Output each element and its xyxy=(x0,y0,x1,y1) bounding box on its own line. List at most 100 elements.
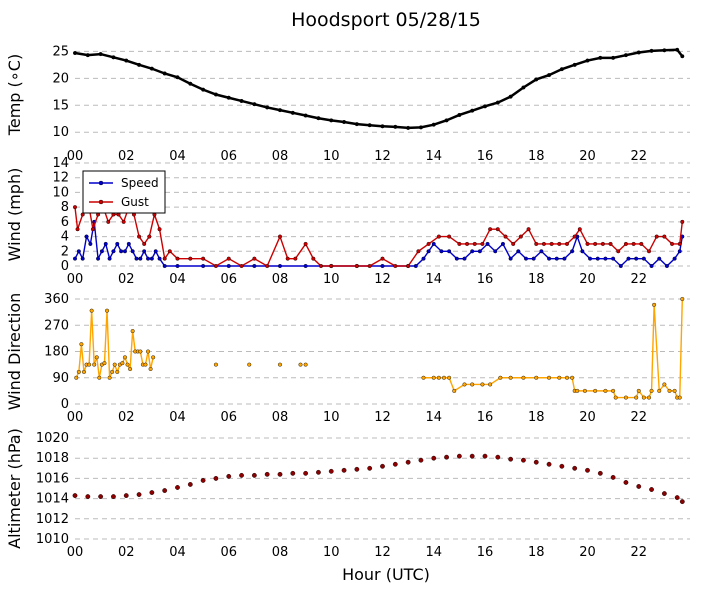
x-tick-label: 04 xyxy=(169,545,186,560)
data-point xyxy=(518,234,523,239)
data-point xyxy=(111,494,116,499)
y-tick-label: 360 xyxy=(44,292,69,307)
data-point xyxy=(444,118,449,123)
x-tick-label: 20 xyxy=(579,545,596,560)
data-point xyxy=(341,467,347,473)
y-tick-label: 270 xyxy=(44,318,69,333)
data-point xyxy=(570,249,575,254)
data-point xyxy=(595,256,600,261)
data-point xyxy=(175,264,180,269)
data-point xyxy=(303,113,308,118)
data-point xyxy=(677,241,682,246)
data-point xyxy=(557,375,562,380)
y-tick-label: 90 xyxy=(52,371,69,386)
series-0 xyxy=(72,47,685,130)
data-point xyxy=(611,55,616,60)
data-point xyxy=(201,87,206,92)
data-point xyxy=(380,264,385,269)
data-point xyxy=(85,53,90,58)
y-tick-label: 0 xyxy=(61,259,69,274)
data-point xyxy=(188,256,193,261)
x-tick-label: 16 xyxy=(477,149,494,164)
data-point xyxy=(485,241,490,246)
data-point xyxy=(98,494,104,499)
y-tick-label: 1016 xyxy=(36,471,69,486)
data-point xyxy=(134,256,139,261)
data-point xyxy=(649,48,654,53)
data-point xyxy=(431,241,436,246)
data-point xyxy=(557,241,562,246)
data-point xyxy=(79,342,84,347)
data-point xyxy=(462,382,467,387)
data-point xyxy=(431,455,437,461)
x-tick-label: 14 xyxy=(425,545,442,560)
series-0 xyxy=(72,453,685,505)
data-point xyxy=(137,234,142,239)
data-point xyxy=(87,362,92,367)
data-point xyxy=(418,457,424,463)
x-tick-label: 20 xyxy=(579,410,596,425)
series-2 xyxy=(421,297,685,400)
data-point xyxy=(88,241,93,246)
legend-marker xyxy=(98,180,104,186)
data-point xyxy=(649,487,654,492)
data-point xyxy=(107,256,112,261)
data-point xyxy=(680,54,685,59)
data-point xyxy=(278,264,283,269)
data-point xyxy=(439,249,444,254)
data-point xyxy=(393,264,398,269)
data-point xyxy=(559,67,564,72)
data-point xyxy=(480,241,485,246)
data-point xyxy=(516,249,521,254)
data-point xyxy=(508,94,513,99)
data-point xyxy=(239,98,244,103)
y-tick-label: 0 xyxy=(61,397,69,412)
data-point xyxy=(521,85,526,90)
y-tick-label: 25 xyxy=(52,44,69,59)
data-point xyxy=(521,375,526,380)
y-tick-label: 15 xyxy=(52,98,69,113)
x-tick-label: 18 xyxy=(528,149,545,164)
data-point xyxy=(680,219,685,224)
data-point xyxy=(454,256,459,261)
x-tick-label: 22 xyxy=(630,272,647,287)
panel-wind-direction: 0 90 180 270 360 00 02 04 06 08 10 12 14 16 18 20 22 Wind… xyxy=(5,292,690,425)
data-point xyxy=(122,355,127,360)
data-point xyxy=(213,264,218,269)
data-point xyxy=(546,461,552,467)
data-point xyxy=(652,302,657,307)
data-point xyxy=(175,75,180,80)
data-point xyxy=(278,234,283,239)
x-tick-label: 06 xyxy=(220,272,237,287)
data-point xyxy=(213,92,218,97)
data-point xyxy=(610,474,616,480)
data-point xyxy=(534,241,539,246)
y-tick-label: 8 xyxy=(61,200,69,215)
y-tick-label: 1012 xyxy=(36,512,69,527)
data-point xyxy=(469,453,475,459)
data-point xyxy=(92,362,97,367)
data-point xyxy=(80,256,85,261)
x-tick-label: 16 xyxy=(477,545,494,560)
y-tick-label: 1018 xyxy=(36,451,69,466)
data-point xyxy=(639,241,644,246)
data-point xyxy=(495,227,500,232)
legend-label: Speed xyxy=(121,176,159,190)
data-point xyxy=(675,47,680,52)
data-point xyxy=(115,241,120,246)
data-point xyxy=(303,241,308,246)
data-point xyxy=(431,122,436,127)
data-point xyxy=(393,124,398,129)
data-point xyxy=(303,470,309,476)
data-point xyxy=(213,475,219,481)
data-point xyxy=(252,264,257,269)
data-point xyxy=(265,105,270,110)
data-point xyxy=(128,367,133,372)
data-point xyxy=(593,241,598,246)
data-point xyxy=(112,362,117,367)
data-point xyxy=(124,58,129,63)
data-point xyxy=(480,382,485,387)
data-point xyxy=(121,219,126,224)
data-point xyxy=(495,100,500,105)
